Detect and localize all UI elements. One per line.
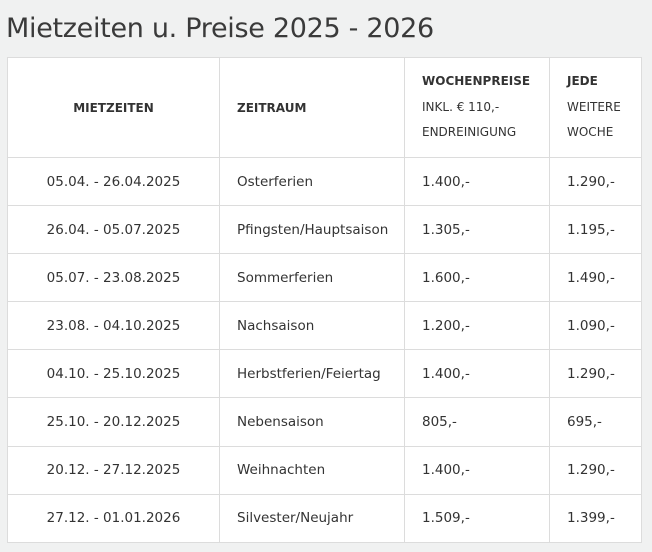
cell-wochenpreis: 1.600,-	[404, 253, 550, 303]
table-row: 20.12. - 27.12.2025 Weihnachten 1.400,- …	[7, 445, 642, 495]
price-table: MIETZEITEN ZEITRAUM WOCHENPREISE INKL. €…	[7, 57, 642, 543]
cell-zeitraum: Pfingsten/Hauptsaison	[219, 205, 405, 255]
header-wochenpreise-line1: WOCHENPREISE	[422, 74, 531, 89]
cell-weitere-woche: 1.290,-	[549, 445, 642, 495]
header-wochenpreise-line3: ENDREINIGUNG	[422, 125, 517, 140]
cell-wochenpreis: 1.305,-	[404, 205, 550, 255]
cell-zeitraum: Sommerferien	[219, 253, 405, 303]
table-header-row: MIETZEITEN ZEITRAUM WOCHENPREISE INKL. €…	[7, 57, 642, 158]
cell-weitere-woche: 1.490,-	[549, 253, 642, 303]
header-zeitraum: ZEITRAUM	[219, 57, 405, 158]
page-title: Mietzeiten u. Preise 2025 - 2026	[6, 13, 434, 44]
cell-weitere-woche: 695,-	[549, 397, 642, 447]
table-row: 05.07. - 23.08.2025 Sommerferien 1.600,-…	[7, 253, 642, 303]
header-wochenpreise: WOCHENPREISE INKL. € 110,- ENDREINIGUNG	[404, 57, 550, 158]
cell-zeitraum: Osterferien	[219, 156, 405, 207]
cell-zeitraum: Nebensaison	[219, 397, 405, 447]
cell-mietzeit: 05.04. - 26.04.2025	[7, 156, 220, 207]
cell-mietzeit: 26.04. - 05.07.2025	[7, 205, 220, 255]
cell-wochenpreis: 805,-	[404, 397, 550, 447]
header-wochenpreise-line2: INKL. € 110,-	[422, 99, 500, 114]
header-jede-weitere-woche-line1: JEDE	[567, 74, 598, 89]
cell-wochenpreis: 1.509,-	[404, 493, 550, 543]
table-row: 05.04. - 26.04.2025 Osterferien 1.400,- …	[7, 156, 642, 207]
cell-wochenpreis: 1.200,-	[404, 301, 550, 351]
header-jede-weitere-woche: JEDE WEITERE WOCHE	[549, 57, 642, 158]
cell-wochenpreis: 1.400,-	[404, 349, 550, 399]
cell-mietzeit: 04.10. - 25.10.2025	[7, 349, 220, 399]
cell-mietzeit: 20.12. - 27.12.2025	[7, 445, 220, 495]
cell-zeitraum: Silvester/Neujahr	[219, 493, 405, 543]
header-jede-weitere-woche-line2: WEITERE	[567, 99, 621, 114]
cell-weitere-woche: 1.090,-	[549, 301, 642, 351]
cell-mietzeit: 27.12. - 01.01.2026	[7, 493, 220, 543]
cell-wochenpreis: 1.400,-	[404, 156, 550, 207]
cell-weitere-woche: 1.290,-	[549, 156, 642, 207]
table-row: 27.12. - 01.01.2026 Silvester/Neujahr 1.…	[7, 493, 642, 543]
table-row: 26.04. - 05.07.2025 Pfingsten/Hauptsaiso…	[7, 205, 642, 255]
table-row: 25.10. - 20.12.2025 Nebensaison 805,- 69…	[7, 397, 642, 447]
cell-mietzeit: 23.08. - 04.10.2025	[7, 301, 220, 351]
cell-zeitraum: Weihnachten	[219, 445, 405, 495]
cell-zeitraum: Nachsaison	[219, 301, 405, 351]
header-mietzeiten: MIETZEITEN	[7, 57, 220, 158]
cell-mietzeit: 05.07. - 23.08.2025	[7, 253, 220, 303]
cell-mietzeit: 25.10. - 20.12.2025	[7, 397, 220, 447]
table-row: 23.08. - 04.10.2025 Nachsaison 1.200,- 1…	[7, 301, 642, 351]
cell-zeitraum: Herbstferien/Feiertag	[219, 349, 405, 399]
cell-weitere-woche: 1.195,-	[549, 205, 642, 255]
cell-wochenpreis: 1.400,-	[404, 445, 550, 495]
table-row: 04.10. - 25.10.2025 Herbstferien/Feierta…	[7, 349, 642, 399]
header-jede-weitere-woche-line3: WOCHE	[567, 125, 614, 140]
cell-weitere-woche: 1.290,-	[549, 349, 642, 399]
cell-weitere-woche: 1.399,-	[549, 493, 642, 543]
